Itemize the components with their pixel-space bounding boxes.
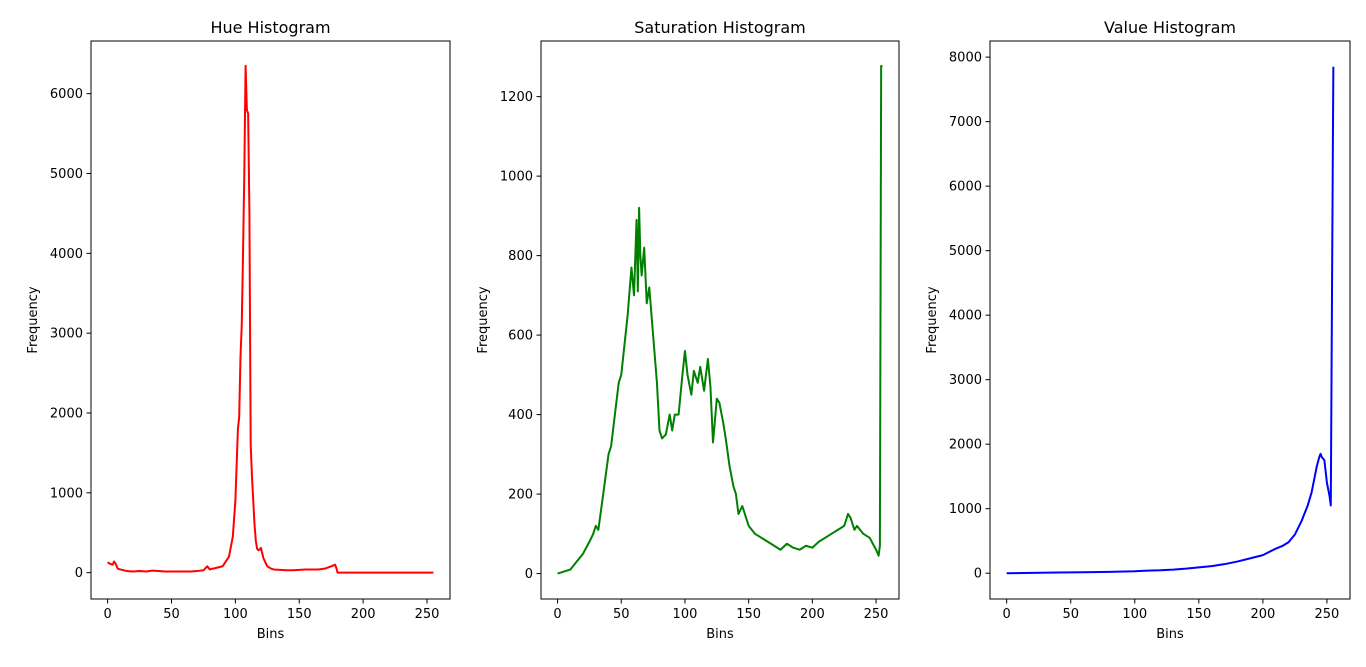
hue-histogram-series-line <box>107 64 434 574</box>
hue-histogram-y-axis-label: Frequency <box>26 286 41 353</box>
value-histogram-y-tick-label: 1000 <box>949 502 982 517</box>
value-histogram-series-line <box>1006 66 1335 575</box>
hue-histogram-x-tick-label: 50 <box>163 607 180 622</box>
value-histogram-y-tick-label: 0 <box>974 567 982 582</box>
value-histogram-x-tick-label: 100 <box>1122 607 1147 622</box>
value-histogram-y-tick-label: 8000 <box>949 51 982 66</box>
value-histogram-x-tick-label: 200 <box>1250 607 1275 622</box>
hue-histogram-x-tick-label: 0 <box>103 607 111 622</box>
hue-histogram-y-tick-label: 5000 <box>50 167 83 182</box>
hue-histogram-y-tick-label: 2000 <box>50 407 83 422</box>
saturation-histogram-x-tick-label: 0 <box>553 607 561 622</box>
hue-histogram-x-tick-label: 100 <box>223 607 248 622</box>
saturation-histogram-y-tick-label: 200 <box>508 488 533 503</box>
saturation-histogram-x-tick-label: 100 <box>673 607 698 622</box>
hue-histogram-y-tick-label: 0 <box>75 566 83 581</box>
value-histogram-y-axis-label: Frequency <box>925 286 940 353</box>
value-histogram-x-tick-label: 150 <box>1186 607 1211 622</box>
saturation-histogram-y-tick-label: 400 <box>508 408 533 423</box>
saturation-histogram-y-tick-label: 600 <box>508 329 533 344</box>
saturation-histogram-y-tick-label: 800 <box>508 249 533 264</box>
saturation-histogram-axes-frame <box>540 40 900 600</box>
value-histogram-y-tick-label: 2000 <box>949 438 982 453</box>
hue-histogram-y-tick-label: 4000 <box>50 247 83 262</box>
value-histogram-y-tick-label: 5000 <box>949 244 982 259</box>
saturation-histogram-series-line <box>557 65 883 575</box>
value-histogram-y-tick-label: 3000 <box>949 373 982 388</box>
saturation-histogram-x-axis-label: Bins <box>706 627 734 642</box>
hue-histogram-x-axis-label: Bins <box>257 627 285 642</box>
hue-histogram-axes-frame <box>90 40 451 600</box>
value-histogram-x-axis-label: Bins <box>1156 627 1184 642</box>
saturation-histogram-y-tick-label: 1000 <box>500 170 533 185</box>
value-histogram-y-tick-label: 6000 <box>949 180 982 195</box>
saturation-histogram-y-tick-label: 0 <box>525 567 533 582</box>
saturation-histogram-x-tick-label: 50 <box>613 607 630 622</box>
value-histogram-y-tick-label: 7000 <box>949 115 982 130</box>
hue-histogram-y-tick-label: 3000 <box>50 327 83 342</box>
saturation-histogram-panel: 0 50 100 150 200 250 0 200 400 600 800 1000 1200 Satu… <box>476 18 900 642</box>
hue-histogram-x-tick-label: 150 <box>287 607 312 622</box>
hue-histogram-title: Hue Histogram <box>210 18 330 37</box>
value-histogram-y-tick-label: 4000 <box>949 309 982 324</box>
hue-histogram-y-tick-label: 6000 <box>50 87 83 102</box>
saturation-histogram-x-tick-label: 150 <box>736 607 761 622</box>
value-histogram-title: Value Histogram <box>1104 18 1236 37</box>
value-histogram-x-tick-label: 0 <box>1003 607 1011 622</box>
value-histogram-axes-frame <box>989 40 1351 600</box>
saturation-histogram-y-axis-label: Frequency <box>476 286 491 353</box>
value-histogram-panel: 0 50 100 150 200 250 0 1000 2000 3000 4000 5000 6000… <box>925 18 1351 642</box>
value-histogram-x-tick-label: 250 <box>1315 607 1340 622</box>
hue-histogram-panel: 0 50 100 150 200 250 0 1000 2000 3000 4000 5000 6000… <box>26 18 451 642</box>
hue-histogram-x-tick-label: 200 <box>351 607 376 622</box>
saturation-histogram-x-tick-label: 250 <box>864 607 889 622</box>
saturation-histogram-x-tick-label: 200 <box>800 607 825 622</box>
saturation-histogram-y-tick-label: 1200 <box>500 90 533 105</box>
value-histogram-x-tick-label: 50 <box>1062 607 1079 622</box>
saturation-histogram-title: Saturation Histogram <box>634 18 806 37</box>
hue-histogram-x-tick-label: 250 <box>415 607 440 622</box>
hue-histogram-y-tick-label: 1000 <box>50 486 83 501</box>
